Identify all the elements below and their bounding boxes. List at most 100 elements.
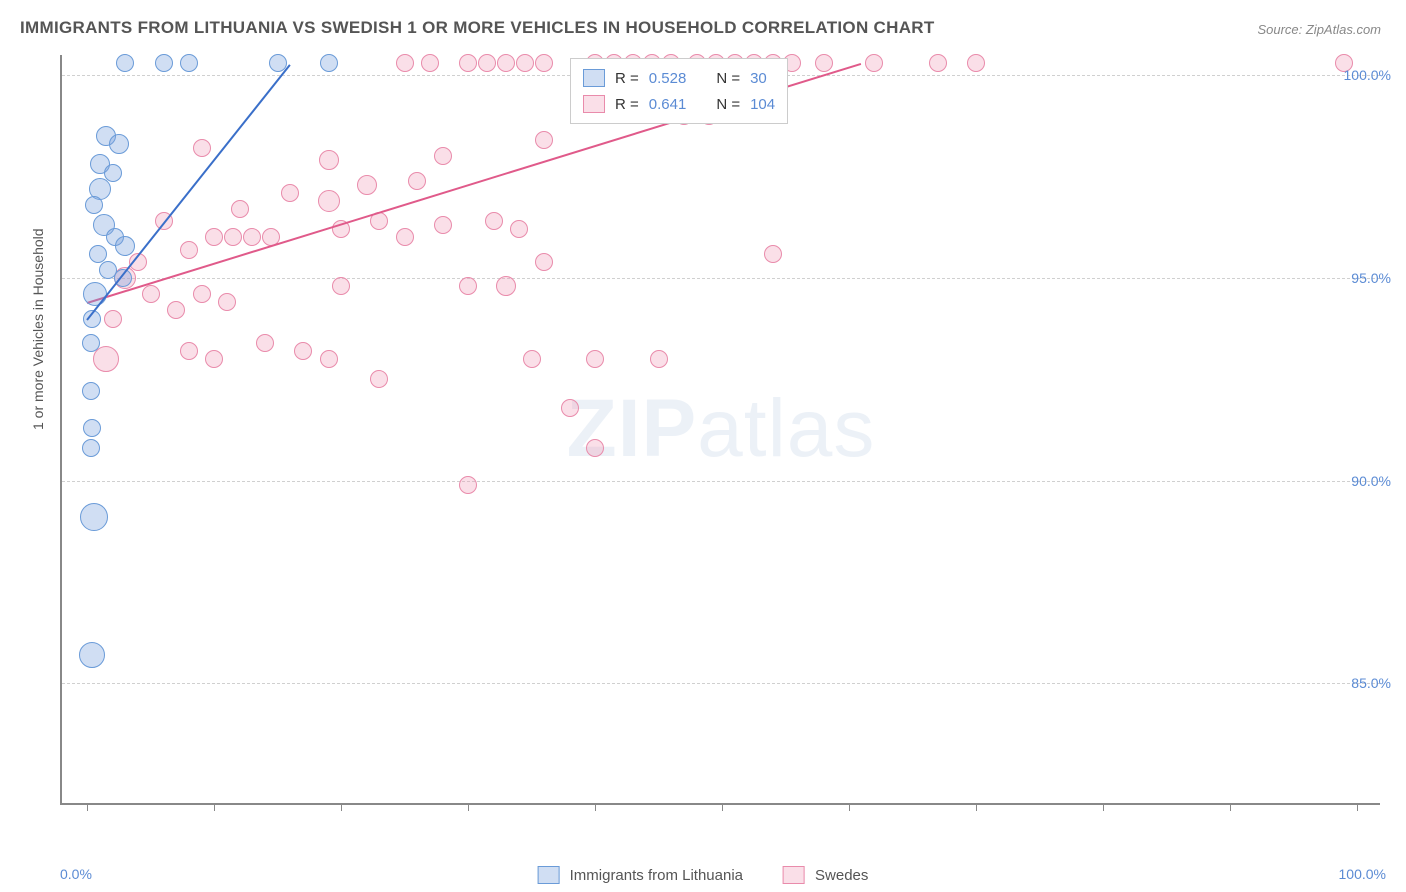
data-point-swedes — [357, 175, 377, 195]
data-point-swedes — [459, 54, 477, 72]
n-value-lithuania: 30 — [750, 70, 767, 87]
x-tick — [849, 803, 850, 811]
legend-chip-swedes — [583, 95, 605, 113]
y-tick-label: 90.0% — [1351, 473, 1391, 489]
r-label: R = — [615, 96, 639, 113]
data-point-swedes — [434, 216, 452, 234]
x-tick — [595, 803, 596, 811]
data-point-swedes — [510, 220, 528, 238]
data-point-swedes — [535, 253, 553, 271]
data-point-swedes — [523, 350, 541, 368]
legend-chip-lithuania — [538, 866, 560, 884]
x-tick — [1103, 803, 1104, 811]
data-point-swedes — [104, 310, 122, 328]
data-point-swedes — [93, 346, 119, 372]
data-point-swedes — [218, 293, 236, 311]
data-point-swedes — [561, 399, 579, 417]
legend-chip-swedes — [783, 866, 805, 884]
data-point-lithuania — [116, 54, 134, 72]
data-point-swedes — [496, 276, 516, 296]
gridline — [62, 683, 1380, 684]
data-point-swedes — [586, 350, 604, 368]
data-point-swedes — [193, 139, 211, 157]
data-point-lithuania — [320, 54, 338, 72]
data-point-lithuania — [83, 282, 107, 306]
n-value-swedes: 104 — [750, 96, 775, 113]
data-point-lithuania — [109, 134, 129, 154]
legend-item-swedes: Swedes — [783, 866, 868, 884]
data-point-lithuania — [83, 419, 101, 437]
data-point-swedes — [535, 54, 553, 72]
x-tick-label-max: 100.0% — [1339, 866, 1386, 882]
data-point-swedes — [281, 184, 299, 202]
data-point-swedes — [319, 150, 339, 170]
legend-chip-lithuania — [583, 69, 605, 87]
data-point-swedes — [408, 172, 426, 190]
data-point-lithuania — [80, 503, 108, 531]
legend-row-swedes: R = 0.641 N = 104 — [583, 91, 775, 117]
data-point-swedes — [320, 350, 338, 368]
data-point-swedes — [167, 301, 185, 319]
legend-item-lithuania: Immigrants from Lithuania — [538, 866, 743, 884]
y-tick-label: 95.0% — [1351, 270, 1391, 286]
data-point-swedes — [516, 54, 534, 72]
data-point-swedes — [370, 370, 388, 388]
watermark: ZIPatlas — [567, 382, 876, 476]
x-tick — [976, 803, 977, 811]
data-point-swedes — [193, 285, 211, 303]
data-point-swedes — [231, 200, 249, 218]
x-tick — [468, 803, 469, 811]
data-point-swedes — [478, 54, 496, 72]
gridline — [62, 278, 1380, 279]
data-point-swedes — [586, 439, 604, 457]
gridline — [62, 481, 1380, 482]
source-label: Source: ZipAtlas.com — [1257, 22, 1381, 37]
data-point-swedes — [318, 190, 340, 212]
data-point-swedes — [396, 54, 414, 72]
x-tick — [1230, 803, 1231, 811]
data-point-swedes — [332, 277, 350, 295]
correlation-legend: R = 0.528 N = 30 R = 0.641 N = 104 — [570, 58, 788, 124]
x-tick — [87, 803, 88, 811]
r-label: R = — [615, 70, 639, 87]
data-point-lithuania — [82, 439, 100, 457]
data-point-swedes — [142, 285, 160, 303]
y-tick-label: 100.0% — [1344, 67, 1391, 83]
data-point-swedes — [967, 54, 985, 72]
r-value-lithuania: 0.528 — [649, 70, 687, 87]
data-point-lithuania — [82, 334, 100, 352]
y-tick-label: 85.0% — [1351, 675, 1391, 691]
data-point-swedes — [764, 245, 782, 263]
data-point-lithuania — [115, 236, 135, 256]
x-tick — [341, 803, 342, 811]
trend-line-lithuania — [87, 63, 292, 320]
data-point-swedes — [535, 131, 553, 149]
x-tick — [722, 803, 723, 811]
data-point-swedes — [224, 228, 242, 246]
data-point-swedes — [243, 228, 261, 246]
data-point-swedes — [256, 334, 274, 352]
data-point-swedes — [459, 476, 477, 494]
data-point-swedes — [180, 241, 198, 259]
data-point-swedes — [205, 228, 223, 246]
n-label: N = — [716, 70, 740, 87]
series-legend: Immigrants from Lithuania Swedes — [538, 866, 869, 884]
x-tick — [214, 803, 215, 811]
data-point-swedes — [497, 54, 515, 72]
legend-label-swedes: Swedes — [815, 867, 868, 884]
data-point-swedes — [434, 147, 452, 165]
data-point-lithuania — [155, 54, 173, 72]
x-tick-label-min: 0.0% — [60, 866, 92, 882]
legend-label-lithuania: Immigrants from Lithuania — [570, 867, 743, 884]
chart-title: IMMIGRANTS FROM LITHUANIA VS SWEDISH 1 O… — [20, 18, 935, 38]
data-point-swedes — [459, 277, 477, 295]
data-point-swedes — [485, 212, 503, 230]
data-point-swedes — [929, 54, 947, 72]
data-point-lithuania — [82, 382, 100, 400]
x-tick — [1357, 803, 1358, 811]
data-point-swedes — [650, 350, 668, 368]
data-point-swedes — [205, 350, 223, 368]
legend-row-lithuania: R = 0.528 N = 30 — [583, 65, 775, 91]
data-point-swedes — [421, 54, 439, 72]
data-point-swedes — [396, 228, 414, 246]
